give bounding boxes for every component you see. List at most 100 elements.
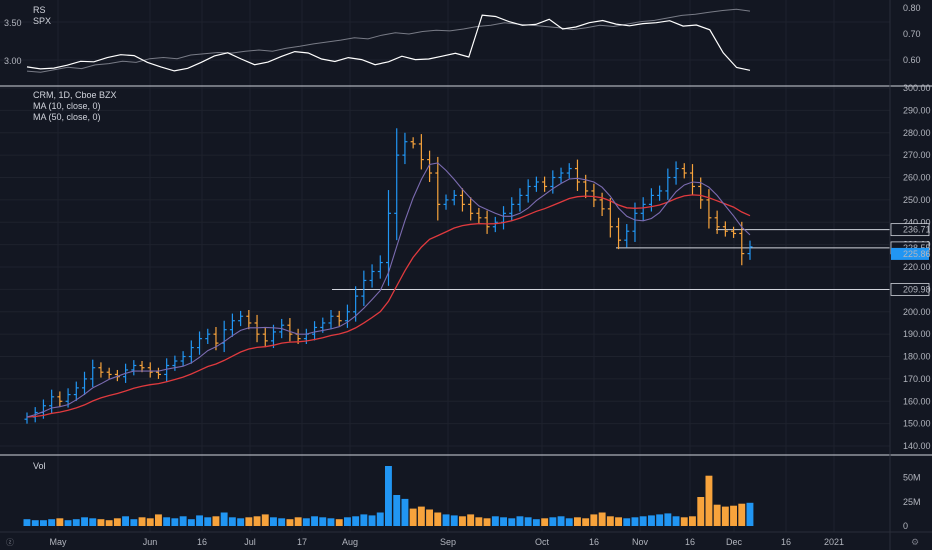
price-tick-label: 180.00 [903, 352, 931, 362]
rs-panel-title: RS [33, 5, 46, 15]
ohlc-bar [443, 194, 449, 210]
volume-bar [648, 515, 655, 526]
volume-bar [245, 517, 253, 526]
volume-bar [393, 495, 401, 526]
level-label-box [890, 223, 930, 237]
ohlc-bar [739, 221, 745, 266]
volume-bar [689, 516, 696, 526]
rs-panel[interactable]: RS SPX 3.50 3.00 0.80 0.70 0.60 [4, 3, 921, 73]
volume-bar [253, 516, 261, 526]
ohlc-bar [714, 210, 720, 234]
ohlc-bar [254, 314, 260, 343]
ohlc-bar [57, 391, 63, 407]
ohlc-bar [689, 164, 695, 196]
volume-tick-label: 0 [903, 521, 908, 531]
price-tick-label: 140.00 [903, 441, 931, 451]
volume-bar [459, 516, 466, 526]
price-tick-label: 280.00 [903, 128, 931, 138]
volume-bar [138, 517, 146, 526]
volume-bar [368, 515, 376, 526]
ma50-line [26, 194, 751, 418]
legend-ma50: MA (50, close, 0) [33, 112, 101, 122]
volume-bar [672, 516, 680, 526]
ohlc-bar [747, 240, 753, 260]
ohlc-bar [131, 360, 137, 376]
ohlc-bar [583, 174, 589, 199]
volume-bar [327, 518, 335, 526]
price-tick-label: 240.00 [903, 217, 931, 227]
volume-bar [23, 519, 31, 526]
ohlc-bar [566, 163, 572, 179]
volume-bar [122, 516, 129, 526]
volume-bar [467, 514, 475, 526]
volume-bar [113, 518, 121, 526]
price-axis-labels: 236.71 228.55 209.98 225.86 [890, 223, 931, 296]
rs-left-tick-300: 3.00 [4, 56, 22, 66]
ohlc-bar [386, 190, 391, 286]
time-tick-label: May [49, 537, 67, 547]
volume-bar [64, 520, 72, 526]
ohlc-bar [624, 224, 630, 248]
volume-bar [417, 506, 425, 526]
ohlc-bar [246, 309, 252, 330]
price-tick-label: 200.00 [903, 307, 931, 317]
volume-bar [130, 519, 138, 526]
level-label: 236.71 [903, 225, 931, 235]
volume-tick-label: 25M [903, 497, 921, 507]
volume-bar [549, 517, 557, 526]
time-tick-label: 16 [589, 537, 599, 547]
volume-bar [590, 514, 598, 526]
last-price-label: 225.86 [903, 249, 931, 259]
volume-axis-ticks: 50M 25M 0 [903, 473, 921, 531]
settings-gear-icon[interactable]: ⚙ [911, 538, 919, 548]
volume-bar [491, 516, 499, 526]
price-tick-label: 190.00 [903, 329, 931, 339]
rs-left-tick-350: 3.50 [4, 18, 22, 28]
volume-bar [656, 514, 664, 526]
ohlc-bar [147, 362, 153, 378]
ohlc-bar [164, 358, 170, 382]
volume-bar [270, 517, 277, 526]
ohlc-bar [591, 183, 597, 208]
ohlc-bar [616, 217, 622, 250]
time-axis[interactable]: May Jun 16 Jul 17 Aug Sep Oct 16 Nov 16 Dec 16 2021 [0, 531, 932, 547]
volume-bar [204, 517, 212, 526]
ohlc-bar [607, 198, 613, 238]
ohlc-bar [476, 207, 482, 224]
ohlc-bar [484, 210, 490, 234]
volume-bar [574, 517, 581, 526]
ohlc-bar [287, 318, 293, 342]
price-panel[interactable]: CRM, 1D, Cboe BZX MA (10, close, 0) MA (… [24, 83, 931, 451]
time-tick-label: Jul [244, 537, 256, 547]
ohlc-bar [188, 340, 194, 364]
time-tick-label: Jun [143, 537, 158, 547]
volume-bar [639, 516, 647, 526]
volume-bars [23, 466, 754, 526]
legend-ma10: MA (10, close, 0) [33, 101, 101, 111]
volume-bar [31, 520, 39, 526]
volume-bar [532, 519, 540, 526]
price-tick-label: 160.00 [903, 396, 931, 406]
price-tick-label: 150.00 [903, 419, 931, 429]
ohlc-bar [328, 309, 334, 330]
volume-bar [335, 519, 343, 526]
ohlc-bar [344, 304, 350, 328]
ohlc-bar [270, 324, 276, 349]
volume-bar [40, 520, 47, 526]
zoom-icon[interactable]: ⓩ [6, 538, 14, 547]
volume-bar [48, 519, 56, 526]
volume-bar [220, 512, 228, 526]
volume-bar [483, 518, 491, 526]
volume-panel[interactable]: Vol 50M 25M 0 [23, 461, 921, 531]
volume-bar [105, 520, 113, 526]
ohlc-bar [599, 192, 605, 217]
ohlc-bar [336, 310, 342, 327]
ohlc-bar [418, 134, 424, 170]
price-tick-label: 260.00 [903, 173, 931, 183]
volume-bar [680, 517, 688, 526]
volume-bar [582, 518, 590, 526]
volume-bar [179, 516, 187, 526]
rs-right-tick-060: 0.60 [903, 55, 921, 65]
